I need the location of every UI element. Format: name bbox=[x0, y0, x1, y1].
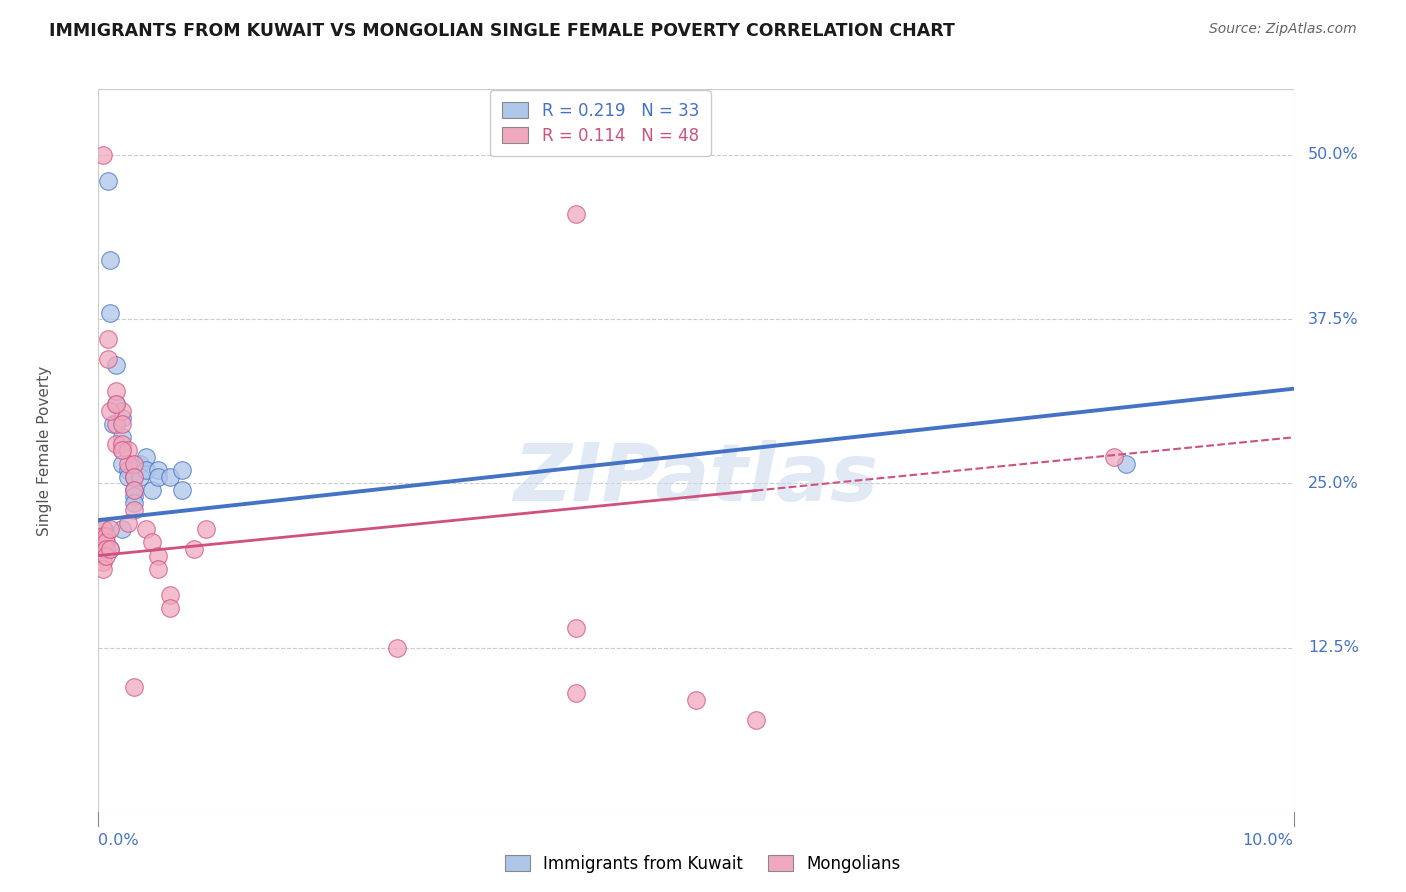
Point bbox=[124, 469, 146, 483]
Point bbox=[124, 680, 146, 694]
Point bbox=[93, 541, 115, 556]
Point bbox=[124, 483, 146, 497]
Point bbox=[124, 490, 146, 504]
Point bbox=[97, 332, 120, 346]
Point bbox=[93, 529, 115, 543]
Legend: Immigrants from Kuwait, Mongolians: Immigrants from Kuwait, Mongolians bbox=[499, 848, 907, 880]
Point bbox=[111, 437, 134, 451]
Point bbox=[91, 549, 114, 563]
Point bbox=[565, 686, 588, 700]
Point bbox=[141, 483, 163, 497]
Point bbox=[105, 384, 128, 399]
Text: Single Female Poverty: Single Female Poverty bbox=[37, 366, 52, 535]
Point bbox=[98, 541, 122, 556]
Point bbox=[97, 174, 120, 188]
Point bbox=[129, 469, 152, 483]
Point bbox=[183, 541, 205, 556]
Point bbox=[565, 207, 588, 221]
Point bbox=[135, 450, 157, 464]
Point bbox=[1104, 450, 1126, 464]
Point bbox=[91, 529, 114, 543]
Point bbox=[117, 457, 139, 471]
Point bbox=[111, 410, 134, 425]
Point bbox=[91, 541, 114, 556]
Point bbox=[98, 305, 122, 319]
Point bbox=[101, 417, 124, 432]
Point bbox=[685, 693, 707, 707]
Point bbox=[98, 404, 122, 418]
Point bbox=[135, 463, 157, 477]
Point bbox=[94, 541, 117, 556]
Legend: R = 0.219   N = 33, R = 0.114   N = 48: R = 0.219 N = 33, R = 0.114 N = 48 bbox=[491, 90, 710, 156]
Point bbox=[98, 522, 122, 536]
Point bbox=[94, 529, 117, 543]
Point bbox=[159, 588, 181, 602]
Point bbox=[105, 358, 128, 372]
Point bbox=[105, 437, 128, 451]
Point bbox=[94, 535, 117, 549]
Point bbox=[94, 549, 117, 563]
Point bbox=[91, 555, 114, 569]
Point bbox=[141, 535, 163, 549]
Point bbox=[148, 549, 170, 563]
Point bbox=[159, 601, 181, 615]
Point bbox=[565, 621, 588, 635]
Point bbox=[745, 713, 768, 727]
Point bbox=[91, 148, 114, 162]
Point bbox=[135, 522, 157, 536]
Point bbox=[1115, 457, 1137, 471]
Text: 0.0%: 0.0% bbox=[98, 833, 139, 848]
Text: 12.5%: 12.5% bbox=[1308, 640, 1358, 655]
Point bbox=[172, 483, 194, 497]
Text: ZIPatlas: ZIPatlas bbox=[513, 441, 879, 518]
Point bbox=[98, 541, 122, 556]
Point bbox=[124, 483, 146, 497]
Point bbox=[124, 457, 146, 471]
Point bbox=[117, 516, 139, 530]
Point bbox=[93, 535, 115, 549]
Point bbox=[105, 417, 128, 432]
Point bbox=[111, 443, 134, 458]
Point bbox=[172, 463, 194, 477]
Point bbox=[124, 469, 146, 483]
Point bbox=[91, 562, 114, 576]
Point bbox=[111, 443, 134, 458]
Point bbox=[195, 522, 218, 536]
Text: 10.0%: 10.0% bbox=[1243, 833, 1294, 848]
Point bbox=[111, 404, 134, 418]
Point bbox=[385, 640, 409, 655]
Point bbox=[91, 522, 114, 536]
Point bbox=[129, 457, 152, 471]
Point bbox=[117, 443, 139, 458]
Point bbox=[124, 502, 146, 516]
Point bbox=[97, 351, 120, 366]
Point bbox=[148, 562, 170, 576]
Point bbox=[111, 457, 134, 471]
Point bbox=[93, 522, 115, 536]
Point bbox=[117, 469, 139, 483]
Text: 25.0%: 25.0% bbox=[1308, 475, 1358, 491]
Point bbox=[105, 397, 128, 411]
Point bbox=[91, 535, 114, 549]
Point bbox=[111, 417, 134, 432]
Text: 37.5%: 37.5% bbox=[1308, 311, 1358, 326]
Point bbox=[124, 496, 146, 510]
Point bbox=[148, 463, 170, 477]
Point bbox=[159, 469, 181, 483]
Text: Source: ZipAtlas.com: Source: ZipAtlas.com bbox=[1209, 22, 1357, 37]
Point bbox=[105, 397, 128, 411]
Point bbox=[117, 463, 139, 477]
Text: 50.0%: 50.0% bbox=[1308, 147, 1358, 162]
Text: IMMIGRANTS FROM KUWAIT VS MONGOLIAN SINGLE FEMALE POVERTY CORRELATION CHART: IMMIGRANTS FROM KUWAIT VS MONGOLIAN SING… bbox=[49, 22, 955, 40]
Point bbox=[111, 522, 134, 536]
Point bbox=[111, 430, 134, 444]
Point bbox=[148, 469, 170, 483]
Point bbox=[98, 252, 122, 267]
